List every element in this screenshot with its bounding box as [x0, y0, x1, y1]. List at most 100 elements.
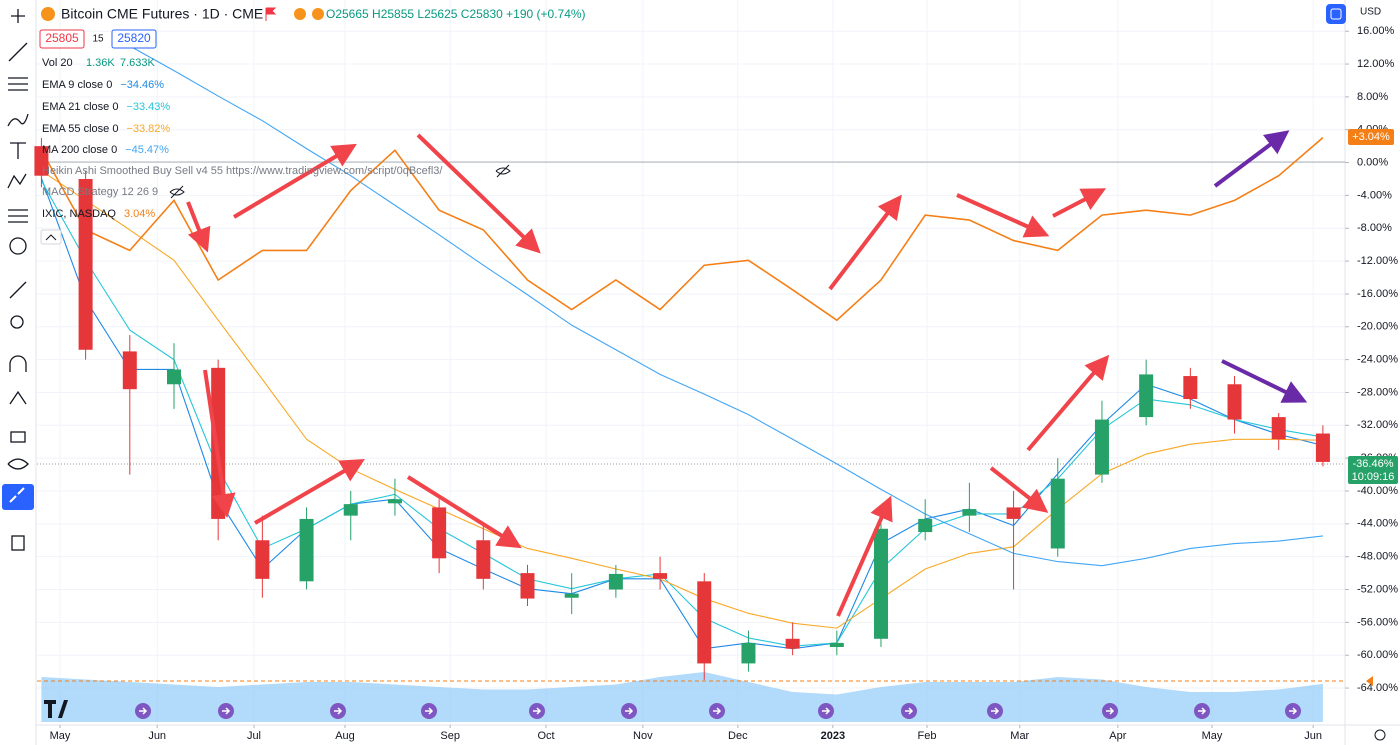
grid: [37, 0, 1345, 725]
legend-name: MA 200 close 0: [42, 144, 117, 156]
y-tick-label: -40.00%: [1357, 485, 1398, 497]
symbol-title[interactable]: Bitcoin CME Futures · 1D · CME: [61, 6, 263, 22]
legend-name: EMA 21 close 0: [42, 101, 118, 113]
price-tags: +3.04% -36.46%10:09:16: [1348, 129, 1398, 484]
ruler-icon[interactable]: [9, 281, 27, 299]
candle-body: [166, 369, 181, 385]
toolbar-icons: [7, 9, 29, 551]
y-tick-label: -56.00%: [1357, 616, 1398, 628]
event-arrow: [425, 707, 434, 715]
y-tick-label: 16.00%: [1357, 25, 1395, 37]
ohlc: O25665 H25855 L25625 C25830 +190 (+0.74%…: [326, 7, 586, 21]
trash-icon[interactable]: [11, 535, 25, 551]
hidden-icon[interactable]: [495, 164, 511, 178]
y-tick-label: 12.00%: [1357, 58, 1395, 70]
arrow: [253, 458, 365, 525]
series-line: [40, 180, 1324, 647]
arrow: [1026, 354, 1110, 452]
candle-body: [697, 581, 712, 664]
candle-body: [78, 178, 93, 350]
link-icon: [9, 487, 25, 503]
legend-name: IXIC, NASDAQ: [42, 208, 116, 220]
arrow: [836, 495, 893, 617]
dividend-icon: [312, 8, 324, 20]
magnet-icon[interactable]: [9, 355, 27, 372]
arrow: [186, 201, 211, 253]
y-tick-label: 8.00%: [1357, 91, 1388, 103]
y-tick-label: -64.00%: [1357, 682, 1398, 694]
tv-logo: [44, 700, 68, 718]
zoom-icon[interactable]: [10, 315, 24, 329]
sell-box[interactable]: [39, 29, 85, 49]
lock-draw-icon[interactable]: [9, 390, 27, 405]
event-arrow: [1289, 707, 1298, 715]
candle-body: [785, 638, 800, 649]
arrow: [203, 369, 236, 518]
pattern-icon[interactable]: [7, 173, 27, 189]
candle-body: [1183, 376, 1198, 400]
crosshair-icon[interactable]: [11, 9, 25, 23]
prediction-icon[interactable]: [8, 209, 28, 223]
auto-icon: [1330, 8, 1342, 20]
y-tick-label: -12.00%: [1357, 255, 1398, 267]
event-arrow: [905, 707, 914, 715]
y-tick-label: -44.00%: [1357, 518, 1398, 530]
event-arrow: [222, 707, 231, 715]
y-tick-label: -32.00%: [1357, 419, 1398, 431]
event-arrow: [334, 707, 343, 715]
y-tick-label: -28.00%: [1357, 386, 1398, 398]
auto-button[interactable]: [1326, 4, 1346, 24]
legend-value: 3.04%: [124, 208, 155, 220]
annotation-arrows-purple: [1213, 130, 1308, 403]
arrow: [1052, 188, 1107, 218]
x-tick-label: Oct: [537, 730, 554, 742]
candle-body: [343, 504, 358, 516]
text-icon[interactable]: [10, 142, 26, 159]
candle-body: [520, 573, 535, 599]
emoji-icon[interactable]: [9, 237, 27, 255]
settings-icon[interactable]: [1374, 729, 1386, 741]
legend-value: 1.36K: [86, 57, 115, 69]
y-tick-label: -4.00%: [1357, 189, 1392, 201]
arrow: [828, 194, 902, 291]
y-tick-label: -48.00%: [1357, 551, 1398, 563]
candle-body: [1315, 433, 1330, 462]
candle-body: [1094, 419, 1109, 475]
hidden-icon[interactable]: [169, 185, 185, 199]
lock-icon[interactable]: [10, 431, 26, 443]
fib-icon[interactable]: [8, 77, 28, 91]
annotation-arrows: [186, 133, 1110, 617]
eye-icon[interactable]: [7, 458, 29, 470]
flag-icon[interactable]: [265, 7, 277, 21]
x-tick-label: Dec: [728, 730, 748, 742]
price-tag: [1348, 129, 1394, 145]
dividend-icon: [294, 8, 306, 20]
trendline-icon[interactable]: [8, 42, 28, 62]
link-button[interactable]: [2, 484, 34, 510]
collapse-button[interactable]: [40, 229, 62, 245]
series-line: [129, 45, 1323, 567]
arrow: [406, 475, 522, 549]
candle-body: [564, 593, 579, 598]
candle-body: [741, 642, 756, 664]
x-tick-label: Feb: [917, 730, 936, 742]
y-tick-label: -16.00%: [1357, 288, 1398, 300]
event-arrow: [991, 707, 1000, 715]
y-tick-label: -60.00%: [1357, 649, 1398, 661]
candle-body: [387, 499, 402, 504]
event-arrow: [139, 707, 148, 715]
candle-body: [34, 146, 49, 176]
candle-body: [299, 518, 314, 582]
candle-body: [1050, 478, 1065, 549]
brush-icon[interactable]: [7, 113, 29, 127]
y-tick-label: -52.00%: [1357, 583, 1398, 595]
x-tick-label: 2023: [821, 730, 845, 742]
buy-box[interactable]: [111, 29, 157, 49]
x-tick-label: May: [50, 730, 71, 742]
x-tick-label: Aug: [335, 730, 355, 742]
lines: [40, 45, 1324, 650]
event-arrow: [822, 707, 831, 715]
legend-name: EMA 9 close 0: [42, 79, 112, 91]
currency[interactable]: USD: [1360, 7, 1381, 18]
